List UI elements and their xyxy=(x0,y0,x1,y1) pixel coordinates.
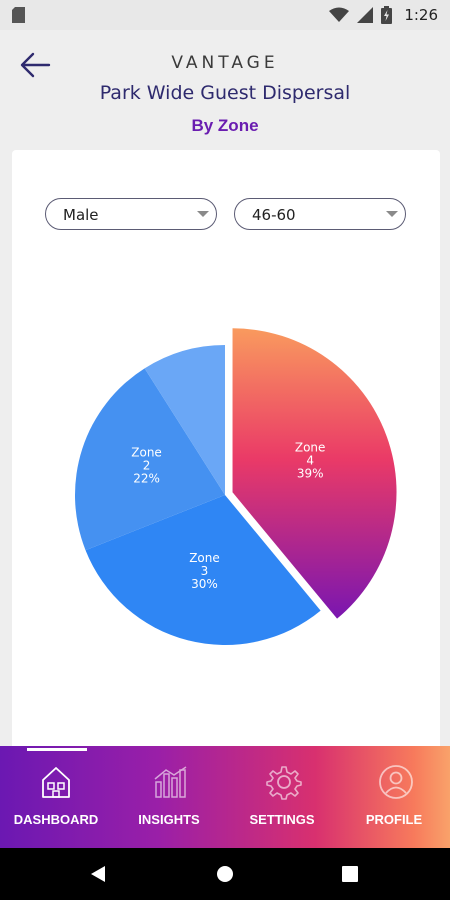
app-header: VANTAGE Park Wide Guest Dispersal By Zon… xyxy=(0,30,450,150)
age-value: 46-60 xyxy=(252,206,296,224)
battery-charging-icon xyxy=(381,6,393,24)
nav-settings-label: SETTINGS xyxy=(249,812,315,827)
page-subtitle: By Zone xyxy=(191,116,259,135)
status-icons: 1:26 xyxy=(329,5,438,25)
home-circle-icon[interactable] xyxy=(216,865,234,883)
nav-settings[interactable]: SETTINGS xyxy=(226,746,338,848)
pie-chart: Zone 4 39% Zone 3 30% Zone 2 22% Zone 1 9% xyxy=(74,296,397,645)
nav-profile[interactable]: PROFILE xyxy=(338,746,450,848)
pie-slice-zone-2[interactable] xyxy=(74,368,225,551)
page-title: Park Wide Guest Dispersal xyxy=(99,82,351,104)
sd-card-icon xyxy=(12,7,25,23)
gender-dropdown[interactable]: Male xyxy=(45,198,217,230)
pie-slice-zone-3[interactable] xyxy=(85,495,321,645)
pie-label-zone-1: Zone 1 9% xyxy=(162,296,193,336)
pie-slice-zone-1[interactable] xyxy=(144,345,225,495)
nav-insights[interactable]: INSIGHTS xyxy=(113,746,225,848)
house-icon xyxy=(42,767,70,798)
pie-label-zone-4: Zone 4 39% xyxy=(295,440,326,480)
status-bar: 1:26 xyxy=(0,0,450,30)
gender-value: Male xyxy=(63,206,99,224)
pie-labels: Zone 4 39% Zone 3 30% Zone 2 22% Zone 1 9% xyxy=(131,296,325,591)
back-triangle-icon[interactable] xyxy=(89,864,107,884)
status-time: 1:26 xyxy=(404,6,438,24)
active-tab-indicator xyxy=(27,748,87,751)
nav-dashboard-label: DASHBOARD xyxy=(13,812,99,827)
chevron-down-icon xyxy=(197,211,209,217)
chart-card: Male 46-60 Zone 4 39% Zone 3 30% Zone 2 22% Zone 1… xyxy=(12,150,440,750)
bar-chart-icon xyxy=(154,766,187,798)
chevron-down-icon xyxy=(386,211,398,217)
nav-profile-label: PROFILE xyxy=(365,812,423,827)
gear-icon xyxy=(266,766,302,800)
recents-square-icon[interactable] xyxy=(342,866,358,882)
nav-insights-label: INSIGHTS xyxy=(138,812,200,827)
nav-dashboard[interactable]: DASHBOARD xyxy=(0,746,112,848)
pie-slices xyxy=(74,328,397,645)
pie-label-zone-3: Zone 3 30% xyxy=(189,551,220,591)
bottom-nav: DASHBOARD INSIGHTS SETTINGS PROFILE xyxy=(0,746,450,848)
signal-icon xyxy=(357,7,374,23)
wifi-icon xyxy=(329,7,350,22)
pie-label-zone-2: Zone 2 22% xyxy=(131,446,162,486)
pie-slice-zone-4[interactable] xyxy=(232,328,397,619)
system-nav-bar xyxy=(0,848,450,900)
brand-logo: VANTAGE xyxy=(171,53,279,73)
age-dropdown[interactable]: 46-60 xyxy=(234,198,406,230)
user-icon xyxy=(379,765,413,799)
arrow-left-icon[interactable] xyxy=(18,50,52,80)
